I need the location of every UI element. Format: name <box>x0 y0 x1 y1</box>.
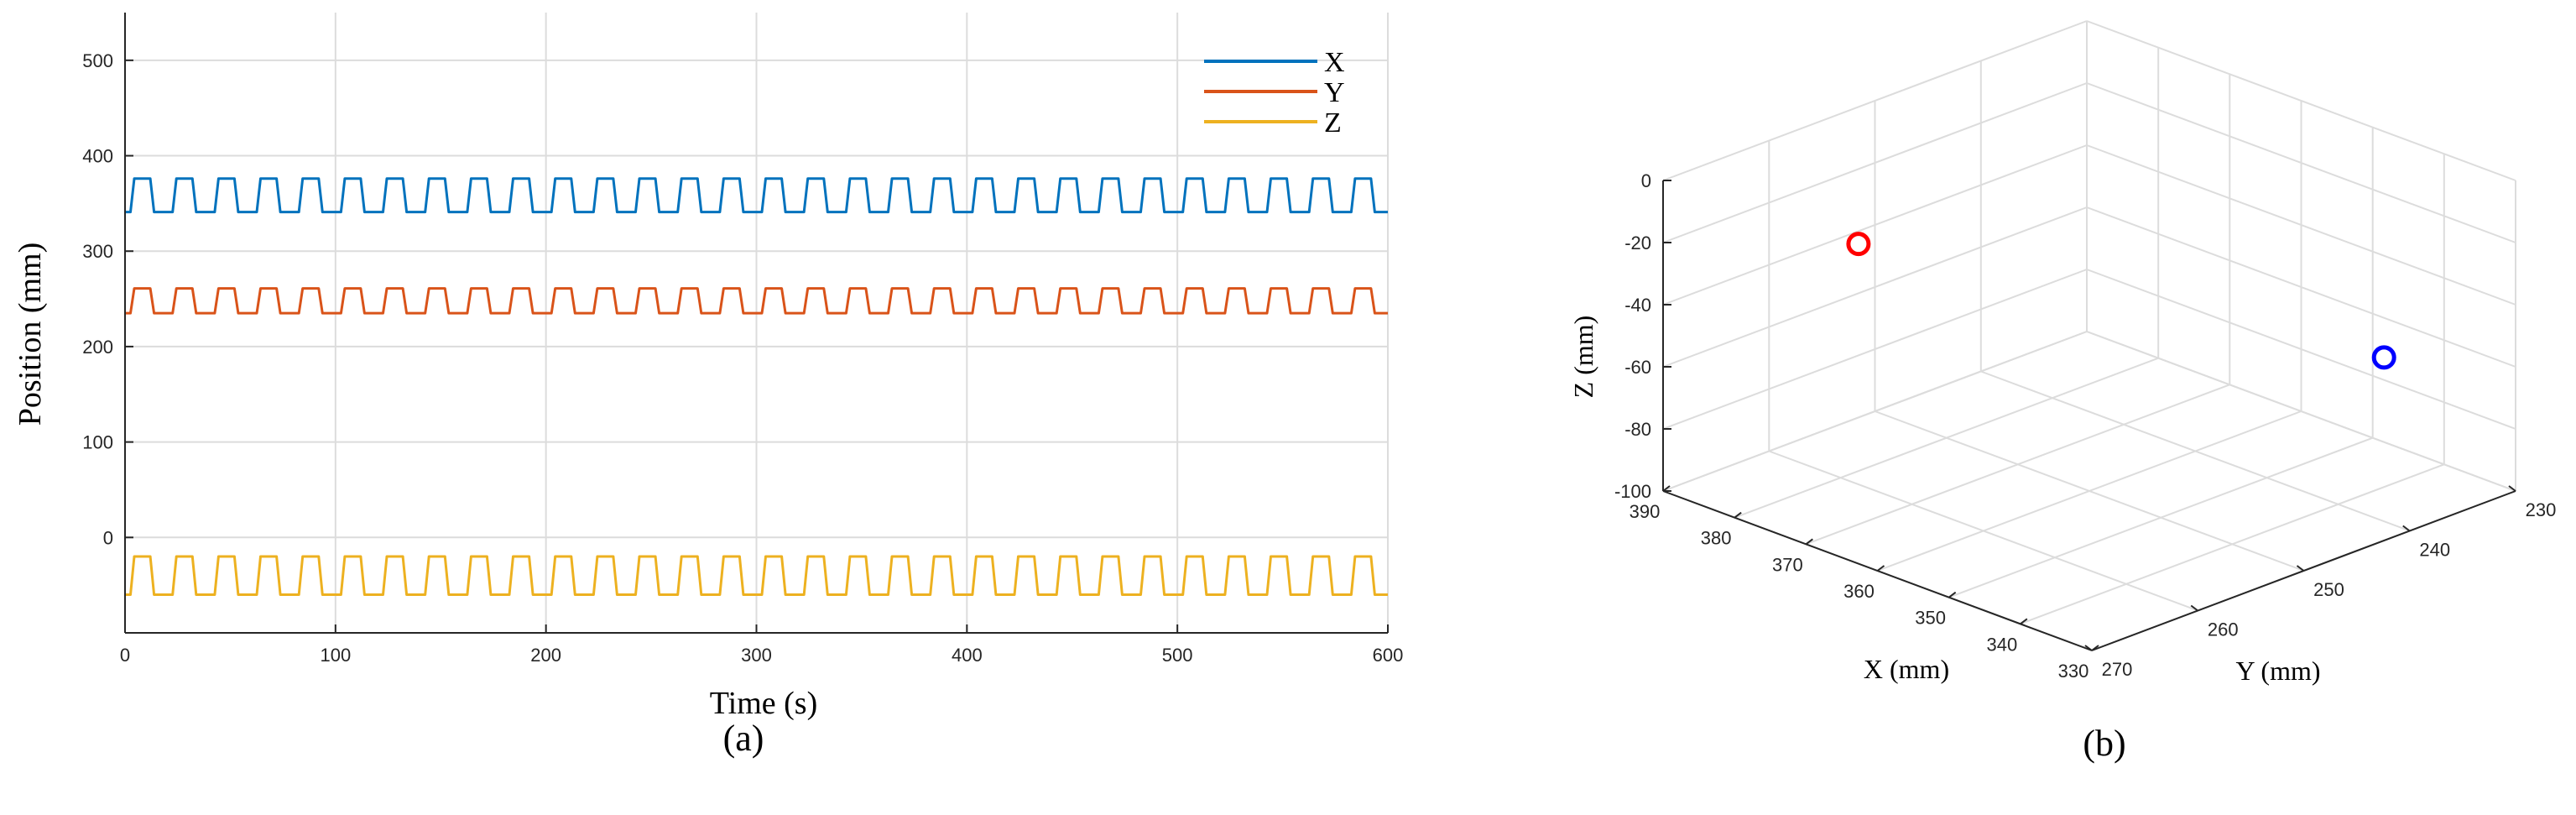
wall-y-grid-z--60 <box>2086 206 2516 368</box>
wall-x-grid-z--60 <box>1662 206 2088 368</box>
scatter-point-2 <box>2371 345 2396 370</box>
x-tick-mark-360 <box>1876 565 1885 572</box>
panel-b-tick-labels: 330 340 350 360 370 380 390 230 240 250 260 270 -100… <box>1614 170 2556 682</box>
panel-b-points <box>1846 232 2396 370</box>
y-tick-label-400: 400 <box>82 146 113 167</box>
x-tick-mark-340 <box>2020 618 2028 625</box>
panel-a-gridlines <box>124 13 1389 633</box>
panel-b-z-axis-label: Z (mm) <box>1568 316 1598 399</box>
x-tick-label-600: 600 <box>1373 645 1404 666</box>
y-tick-mark-240 <box>2402 525 2411 532</box>
floor-grid-y-240 <box>1980 370 2411 532</box>
series-line-y <box>125 287 1388 315</box>
wall-x-grid-z-0 <box>1662 20 2088 181</box>
wall-y-grid-z--100 <box>2086 331 2516 492</box>
panel-a-tick-labels: 0 100 200 300 400 500 600 0 100 200 300 400 500 <box>82 50 1403 666</box>
x-tick-mark-370 <box>1805 538 1813 546</box>
x-tick-label-330: 330 <box>2058 661 2089 682</box>
panel-a-caption: (a) <box>723 718 764 759</box>
x-tick-label-350: 350 <box>1915 608 1946 629</box>
x-tick-label-340: 340 <box>1986 634 2017 655</box>
wall-x-grid-z--80 <box>1662 269 2088 430</box>
y-tick-mark-230 <box>2508 485 2516 492</box>
y-tick-label-250: 250 <box>2313 579 2344 600</box>
panel-a-x-axis-label: Time (s) <box>710 686 817 721</box>
scatter-point-1 <box>1846 232 1871 257</box>
wall-y-grid-z-0 <box>2086 20 2516 181</box>
series-line-z <box>125 555 1388 596</box>
z-tick-label--80: -80 <box>1624 419 1651 440</box>
panel-a-series <box>125 177 1388 596</box>
wall-x-grid-z--100 <box>1662 331 2088 492</box>
y-tick-label-100: 100 <box>82 432 113 453</box>
series-line-x <box>125 177 1388 214</box>
panel-a-line-chart: 0 100 200 300 400 500 600 0 100 200 300 400 500 X Y … <box>13 13 1403 759</box>
z-tick-label-0: 0 <box>1641 170 1651 191</box>
z-tick-label--40: -40 <box>1624 295 1651 316</box>
panel-a-y-axis-label: Position (mm) <box>13 243 48 426</box>
y-tick-label-500: 500 <box>82 50 113 71</box>
y-tick-label-240: 240 <box>2419 540 2450 561</box>
x-tick-label-400: 400 <box>952 645 983 666</box>
panel-a-legend: X Y Z <box>1204 47 1345 138</box>
y-tick-label-300: 300 <box>82 241 113 262</box>
panel-a-axes <box>124 13 1389 634</box>
legend-label-z: Z <box>1324 107 1342 138</box>
y-tick-label-0: 0 <box>103 527 113 548</box>
x-tick-label-500: 500 <box>1162 645 1193 666</box>
x-tick-label-390: 390 <box>1630 501 1661 522</box>
y-tick-mark-270 <box>2084 645 2093 651</box>
wall-x-grid-z--40 <box>1662 144 2088 306</box>
y-tick-mark-250 <box>2296 565 2305 572</box>
floor-grid-y-250 <box>1875 410 2304 572</box>
y-tick-label-230: 230 <box>2526 499 2557 520</box>
x-tick-label-200: 200 <box>530 645 561 666</box>
x-tick-label-370: 370 <box>1772 554 1803 575</box>
wall-y-grid-z--40 <box>2086 144 2516 306</box>
x-tick-label-360: 360 <box>1843 581 1875 602</box>
y-tick-label-270: 270 <box>2102 659 2133 680</box>
z-tick-label--60: -60 <box>1624 357 1651 378</box>
wall-x-grid-z--20 <box>1662 82 2088 243</box>
x-tick-mark-350 <box>1948 591 1957 598</box>
wall-y-grid-z--80 <box>2086 269 2516 430</box>
panel-b-caption: (b) <box>2083 723 2125 764</box>
panel-b-gridlines <box>1662 20 2516 651</box>
panel-b-axes <box>1662 180 2516 651</box>
floor-grid-y-260 <box>1768 450 2198 612</box>
wall-y-grid-z--20 <box>2086 82 2516 243</box>
x-tick-label-0: 0 <box>120 645 130 666</box>
z-tick-label--20: -20 <box>1624 232 1651 253</box>
x-tick-label-300: 300 <box>741 645 772 666</box>
y-tick-mark-260 <box>2190 604 2198 612</box>
x-tick-label-380: 380 <box>1701 528 1732 549</box>
x-tick-mark-330 <box>2091 645 2099 651</box>
panel-b-y-axis-label: Y (mm) <box>2235 656 2320 686</box>
panel-b-3d-scatter: 330 340 350 360 370 380 390 230 240 250 260 270 -100… <box>1568 20 2556 764</box>
x-tick-label-100: 100 <box>320 645 351 666</box>
x-tick-mark-380 <box>1734 511 1742 519</box>
panel-b-x-axis-label: X (mm) <box>1864 654 1949 684</box>
y-tick-label-260: 260 <box>2208 619 2239 640</box>
legend-label-x: X <box>1324 47 1345 78</box>
y-tick-label-200: 200 <box>82 337 113 358</box>
legend-label-y: Y <box>1324 77 1345 108</box>
z-tick-label--100: -100 <box>1614 481 1651 502</box>
